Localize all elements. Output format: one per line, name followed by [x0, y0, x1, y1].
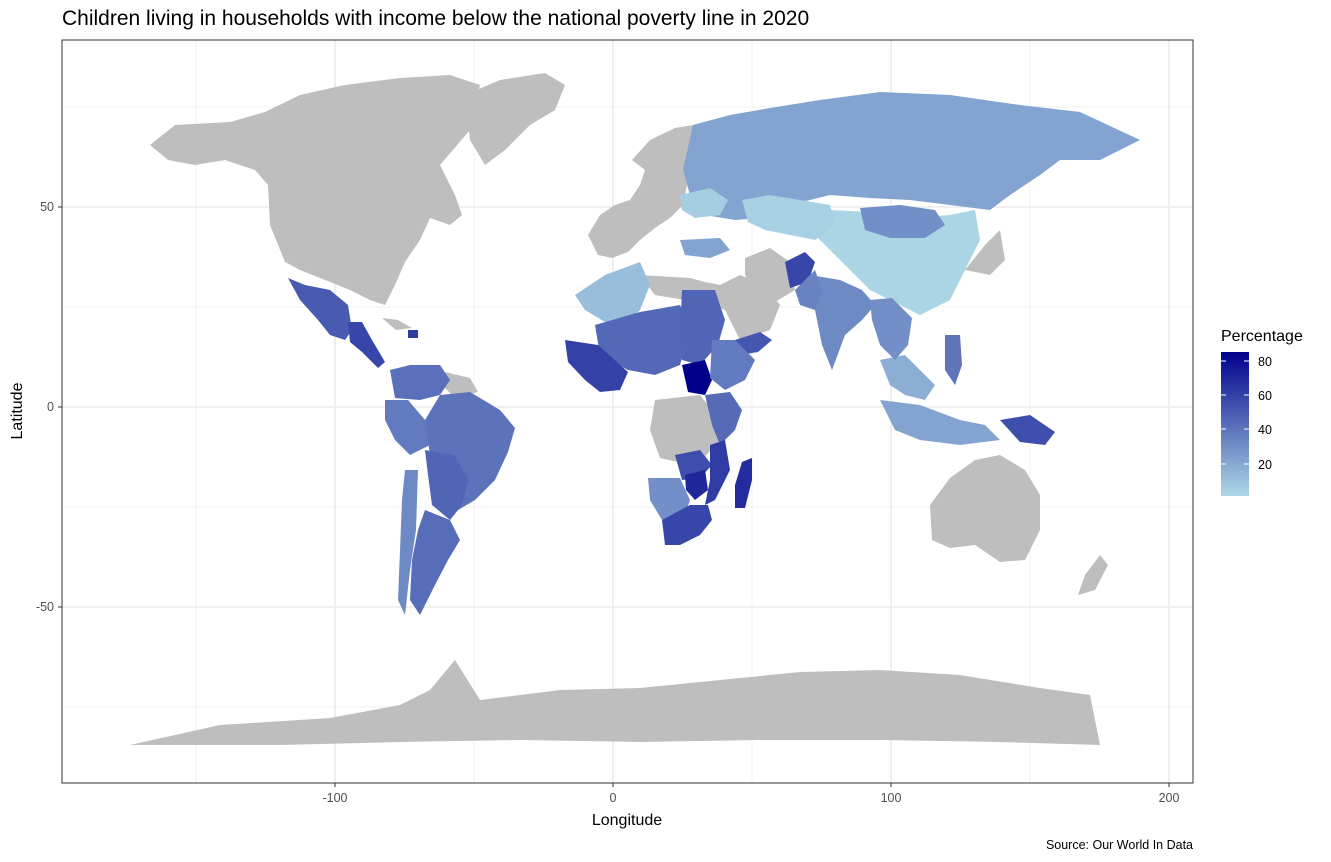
y-tick-label: 50 — [40, 200, 54, 214]
region-shape[interactable] — [680, 188, 728, 218]
region-shape[interactable] — [575, 262, 650, 325]
region-shape[interactable] — [682, 360, 712, 395]
x-tick-label: -100 — [322, 791, 347, 805]
australia-landmass — [930, 455, 1040, 562]
region-shape[interactable] — [683, 92, 1140, 220]
chart-title: Children living in households with incom… — [62, 7, 809, 30]
legend-tick-label: 40 — [1258, 423, 1272, 437]
region-shape[interactable] — [288, 278, 352, 340]
region-shape[interactable] — [735, 458, 752, 508]
region-shape[interactable] — [815, 210, 980, 315]
cuba-island — [382, 318, 412, 330]
region-shape[interactable] — [710, 340, 755, 390]
legend-colorbar — [1221, 352, 1249, 496]
europe-landmass — [588, 125, 695, 258]
region-shape[interactable] — [595, 305, 690, 375]
new-zealand-landmass — [1078, 555, 1108, 595]
central-africa-landmass — [650, 395, 720, 462]
region-shape[interactable] — [410, 510, 460, 615]
legend-tick-label: 20 — [1258, 458, 1272, 472]
legend-ticks — [1221, 360, 1249, 465]
north-america-landmass — [150, 75, 480, 305]
greenland-landmass — [465, 73, 565, 165]
region-shape[interactable] — [408, 330, 418, 338]
x-tick-label: 100 — [881, 791, 902, 805]
region-shape[interactable] — [648, 478, 690, 520]
antarctica-landmass — [130, 660, 1100, 745]
x-axis: -100 0 100 200 Longitude — [322, 783, 1179, 829]
guianas-landmass — [445, 372, 478, 398]
legend-tick-label: 80 — [1258, 355, 1272, 369]
y-axis-title: Latitude — [9, 382, 26, 439]
legend: Percentage 80 60 40 20 — [1221, 328, 1303, 496]
region-shape[interactable] — [685, 470, 708, 500]
source-caption: Source: Our World In Data — [1046, 838, 1193, 852]
east-asia-islands — [965, 230, 1005, 275]
region-shape[interactable] — [425, 450, 468, 520]
region-shape[interactable] — [880, 355, 935, 400]
y-tick-label: -50 — [36, 600, 54, 614]
nodata-land — [130, 73, 1108, 745]
region-shape[interactable] — [742, 195, 835, 240]
region-shape[interactable] — [705, 440, 730, 505]
data-regions — [288, 92, 1140, 615]
region-shape[interactable] — [705, 392, 742, 445]
region-shape[interactable] — [390, 365, 450, 400]
region-shape[interactable] — [348, 322, 385, 368]
region-shape[interactable] — [870, 298, 912, 360]
panel-border — [61, 39, 1194, 784]
x-tick-label: 200 — [1159, 791, 1180, 805]
legend-title: Percentage — [1221, 328, 1303, 345]
region-shape[interactable] — [880, 400, 1000, 445]
region-shape[interactable] — [680, 238, 730, 258]
y-tick-label: 0 — [47, 400, 54, 414]
region-shape[interactable] — [795, 270, 822, 310]
region-shape[interactable] — [1000, 415, 1055, 445]
y-axis: 50 0 -50 Latitude — [9, 200, 62, 614]
region-shape[interactable] — [945, 335, 962, 385]
region-shape[interactable] — [565, 340, 628, 392]
region-shape[interactable] — [860, 205, 945, 238]
x-tick-label: 0 — [610, 791, 617, 805]
iran-landmass — [745, 248, 795, 302]
north-africa-arabia-landmass — [640, 275, 780, 340]
legend-tick-label: 60 — [1258, 389, 1272, 403]
region-shape[interactable] — [810, 275, 875, 370]
region-shape[interactable] — [662, 505, 712, 545]
map-layer — [130, 73, 1140, 745]
region-shape[interactable] — [385, 400, 430, 455]
region-shape[interactable] — [398, 470, 418, 615]
x-axis-title: Longitude — [592, 812, 662, 829]
